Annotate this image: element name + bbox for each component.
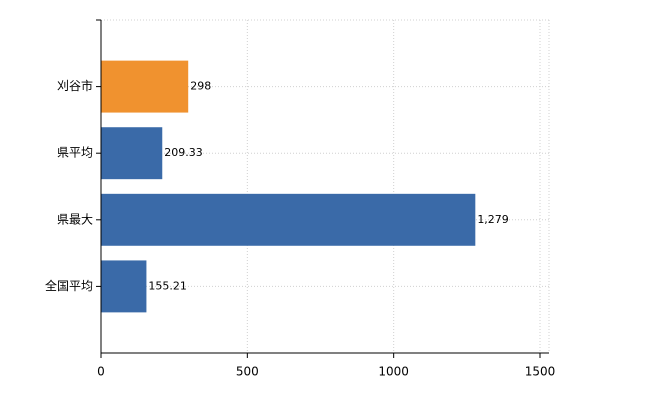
bar xyxy=(101,260,147,313)
x-tick-label: 1500 xyxy=(525,365,556,379)
y-tick-label: 刈谷市 xyxy=(57,78,93,93)
y-tick-label: 県最大 xyxy=(57,212,93,226)
value-label: 298 xyxy=(190,80,211,93)
value-label: 1,279 xyxy=(477,213,509,226)
y-tick-label: 県平均 xyxy=(57,146,93,160)
value-label: 155.21 xyxy=(148,279,187,292)
bar xyxy=(101,193,476,246)
bar xyxy=(101,127,163,180)
bar xyxy=(101,60,189,113)
x-tick-label: 0 xyxy=(97,365,105,379)
x-tick-label: 500 xyxy=(236,365,259,379)
y-tick-label: 全国平均 xyxy=(45,278,93,293)
x-tick-label: 1000 xyxy=(378,365,409,379)
value-label: 209.33 xyxy=(164,146,203,159)
